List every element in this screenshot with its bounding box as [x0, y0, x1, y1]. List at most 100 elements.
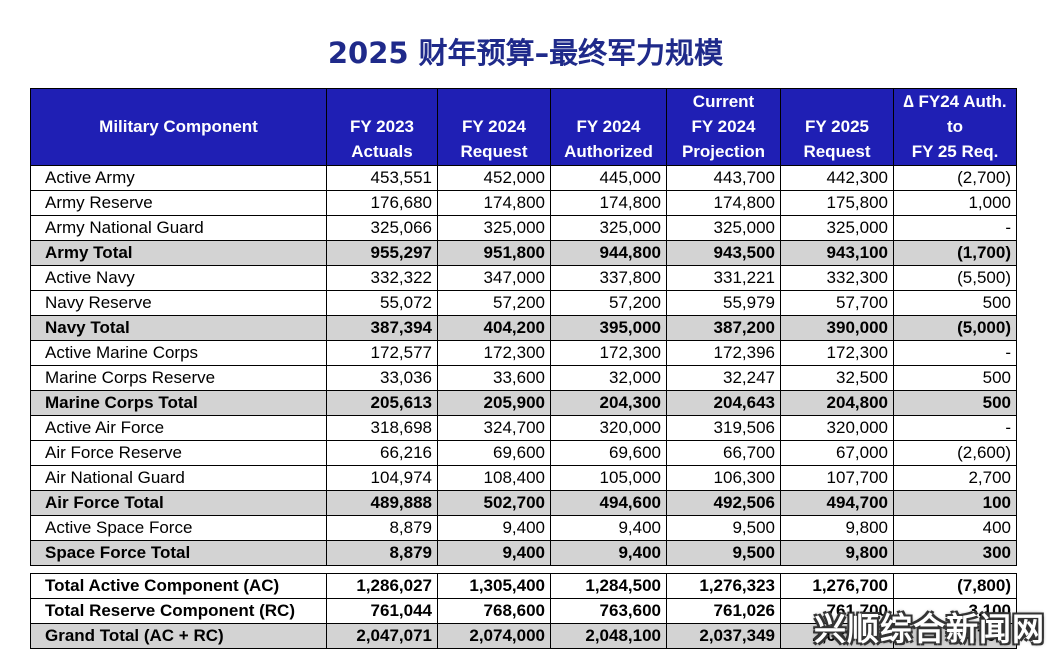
cell-value: 205,900 — [437, 390, 551, 416]
table-row: Marine Corps Reserve 33,036 33,600 32,000 32… — [30, 365, 1017, 391]
cell-value: 32,247 — [666, 365, 781, 391]
cell-value: 395,000 — [550, 315, 667, 341]
row-label: Army Reserve — [30, 190, 327, 216]
row-label: Air Force Total — [30, 490, 327, 516]
cell-value: 175,800 — [780, 190, 894, 216]
cell-value: 9,500 — [666, 540, 781, 566]
cell-value: 943,500 — [666, 240, 781, 266]
row-label: Navy Reserve — [30, 290, 327, 316]
table-row: Total Active Component (AC) 1,286,027 1,30… — [30, 573, 1017, 599]
cell-value: - — [893, 215, 1017, 241]
cell-value: 1,286,027 — [326, 573, 438, 599]
cell-value: 69,600 — [550, 440, 667, 466]
cell-value: 3,100 — [893, 598, 1017, 624]
cell-value: 318,698 — [326, 415, 438, 441]
cell-value: 33,036 — [326, 365, 438, 391]
cell-value: 761,044 — [326, 598, 438, 624]
header-fy2024-request: FY 2024 Request — [437, 88, 551, 166]
total-row: Air Force Total 489,888 502,700 494,600 492,… — [30, 490, 1017, 516]
cell-value: (5,000) — [893, 315, 1017, 341]
cell-value: 174,800 — [437, 190, 551, 216]
cell-value: 445,000 — [550, 165, 667, 191]
row-label: Air National Guard — [30, 465, 327, 491]
cell-value: 9,800 — [780, 515, 894, 541]
cell-value: 172,396 — [666, 340, 781, 366]
cell-value: 400 — [893, 515, 1017, 541]
cell-value: (2,700) — [893, 165, 1017, 191]
cell-value: 55,979 — [666, 290, 781, 316]
row-label: Active Navy — [30, 265, 327, 291]
cell-value: 320,000 — [780, 415, 894, 441]
cell-value: 2,037,349 — [666, 623, 781, 649]
cell-value: 955,297 — [326, 240, 438, 266]
table-row: Active Navy 332,322 347,000 337,800 331,221 3… — [30, 265, 1017, 291]
page-title: 2025 财年预算–最终军力规模 — [327, 36, 724, 70]
cell-value: 172,300 — [550, 340, 667, 366]
row-label: Army National Guard — [30, 215, 327, 241]
cell-value: 8,879 — [326, 540, 438, 566]
cell-value: 67,000 — [780, 440, 894, 466]
cell-value: 204,643 — [666, 390, 781, 416]
header-row: Military Component FY 2023 Actuals FY 202… — [30, 88, 1017, 166]
cell-value: 174,800 — [666, 190, 781, 216]
cell-value: 176,680 — [326, 190, 438, 216]
total-row: Space Force Total 8,879 9,400 9,400 9,500 9,8… — [30, 540, 1017, 566]
cell-value: 66,216 — [326, 440, 438, 466]
cell-value: 768,600 — [437, 598, 551, 624]
header-fy2025-request: FY 2025 Request — [780, 88, 894, 166]
cell-value: 453,551 — [326, 165, 438, 191]
row-label: Navy Total — [30, 315, 327, 341]
row-label: Active Marine Corps — [30, 340, 327, 366]
cell-value: 1,284,500 — [550, 573, 667, 599]
cell-value: 2,700 — [893, 465, 1017, 491]
cell-value: 1,000 — [893, 190, 1017, 216]
cell-value: 324,700 — [437, 415, 551, 441]
cell-value: - — [893, 340, 1017, 366]
table-row: Army National Guard 325,066 325,000 325,000… — [30, 215, 1017, 241]
cell-value: 502,700 — [437, 490, 551, 516]
summary-table: Total Active Component (AC) 1,286,027 1,30… — [30, 573, 1017, 649]
cell-value: 943,100 — [780, 240, 894, 266]
cell-value: 69,600 — [437, 440, 551, 466]
cell-value: 390,000 — [780, 315, 894, 341]
cell-value: 332,322 — [326, 265, 438, 291]
row-label: Total Reserve Component (RC) — [30, 598, 327, 624]
cell-value: 951,800 — [437, 240, 551, 266]
cell-value: 325,000 — [550, 215, 667, 241]
row-label: Active Space Force — [30, 515, 327, 541]
cell-value: 106,300 — [666, 465, 781, 491]
cell-value: (5,500) — [893, 265, 1017, 291]
cell-value: 174,800 — [550, 190, 667, 216]
cell-value: 9,500 — [666, 515, 781, 541]
cell-value: 1,276,323 — [666, 573, 781, 599]
cell-value: 1,276,700 — [780, 573, 894, 599]
row-label: Active Air Force — [30, 415, 327, 441]
cell-value: 9,400 — [550, 540, 667, 566]
total-row: Grand Total (AC + RC) 2,047,071 2,074,000 2… — [30, 623, 1017, 649]
cell-value: 442,300 — [780, 165, 894, 191]
cell-value: 489,888 — [326, 490, 438, 516]
cell-value: 172,577 — [326, 340, 438, 366]
cell-value: 107,700 — [780, 465, 894, 491]
cell-value: 443,700 — [666, 165, 781, 191]
force-structure-table: Military Component FY 2023 Actuals FY 202… — [30, 88, 1017, 566]
cell-value: 33,600 — [437, 365, 551, 391]
cell-value: 9,400 — [550, 515, 667, 541]
cell-value: 57,200 — [437, 290, 551, 316]
cell-value: 347,000 — [437, 265, 551, 291]
header-fy2024-projection: Current FY 2024 Projection — [666, 88, 781, 166]
cell-value: 32,500 — [780, 365, 894, 391]
cell-value: - — [893, 415, 1017, 441]
table-row: Active Army 453,551 452,000 445,000 443,700 4… — [30, 165, 1017, 191]
cell-value: 57,200 — [550, 290, 667, 316]
cell-value: 2,074,000 — [437, 623, 551, 649]
cell-value: (2,600) — [893, 440, 1017, 466]
cell-value: 66,700 — [666, 440, 781, 466]
cell-value: 108,400 — [437, 465, 551, 491]
cell-value: 404,200 — [437, 315, 551, 341]
row-label: Air Force Reserve — [30, 440, 327, 466]
cell-value: 944,800 — [550, 240, 667, 266]
cell-value: 9,400 — [437, 515, 551, 541]
cell-value: 300 — [893, 540, 1017, 566]
cell-value: 761,026 — [666, 598, 781, 624]
